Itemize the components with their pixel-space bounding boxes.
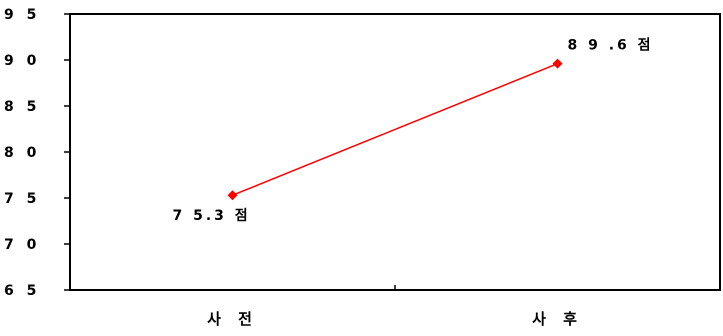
plot-area-frame	[69, 13, 721, 291]
y-tick-label: 8 5	[4, 99, 40, 115]
x-category-label: 사 전	[207, 310, 258, 328]
data-label: 7 5.3 점	[173, 207, 251, 224]
y-axis: 6 5 7 0 7 5 8 0 8 5 9 0 9 5	[4, 7, 70, 299]
y-tick-label: 7 0	[4, 237, 40, 253]
data-point-marker	[227, 190, 238, 201]
y-tick-label: 8 0	[4, 145, 40, 161]
x-category-label: 사 후	[532, 310, 583, 328]
data-label: 8 9 .6 점	[568, 37, 654, 54]
series-layer	[227, 58, 563, 201]
data-point-marker	[552, 58, 563, 69]
series-line	[232, 62, 558, 196]
data-label-layer: 7 5.3 점 8 9 .6 점	[173, 37, 654, 225]
y-tick-label: 7 5	[4, 191, 40, 207]
y-tick-label: 9 0	[4, 53, 40, 69]
y-tick-label: 6 5	[4, 283, 40, 299]
y-tick-label: 9 5	[4, 7, 40, 23]
